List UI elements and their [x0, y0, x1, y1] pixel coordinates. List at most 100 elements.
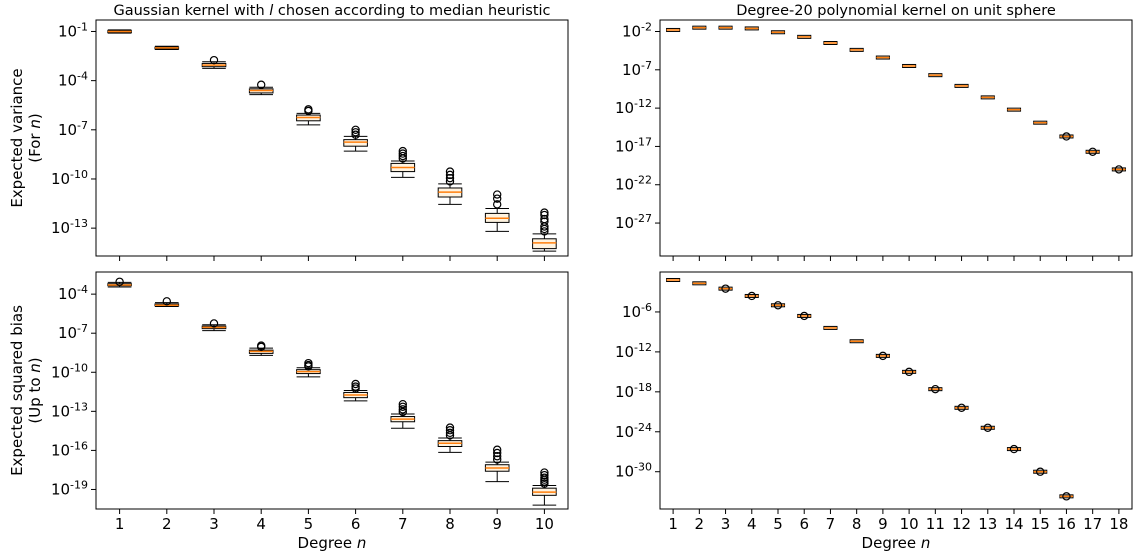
x-axis-label: Degree n [862, 534, 931, 552]
flier-point [1062, 132, 1071, 141]
flier-point [351, 379, 360, 389]
box-poly_var-5 [770, 30, 786, 35]
flier-point [445, 428, 455, 438]
xtick-label: 3 [721, 515, 731, 533]
xtick-label: 14 [1004, 515, 1023, 533]
ytick-label: 10-19 [51, 478, 88, 499]
box-poly_var-2 [692, 25, 707, 30]
xtick-label: 10 [900, 515, 919, 533]
xtick-label: 17 [1083, 515, 1102, 533]
box-poly_bias-5 [770, 301, 786, 310]
box-poly_bias-16 [1059, 492, 1074, 501]
flier-point [445, 167, 455, 176]
xtick-label: 5 [304, 515, 314, 533]
flier-point [445, 431, 455, 440]
flier-point [351, 130, 360, 139]
y-axis-label: Expected variance [8, 68, 26, 207]
box-body [532, 238, 557, 250]
ytick-label: 10-1 [58, 20, 88, 41]
xtick-label: 2 [695, 515, 705, 533]
flier-point [493, 190, 502, 199]
panel-gauss_var: 10-1 10-4 10-7 10-10 10-13 Gaussian kernel wi… [8, 3, 569, 261]
panel-poly_var: 10-2 10-7 10-12 10-17 10-22 10-27 Degree-20 po… [615, 3, 1133, 261]
flier-point [904, 367, 914, 377]
xtick-label: 4 [747, 515, 757, 533]
ytick-label: 10-6 [622, 300, 652, 321]
xtick-label: 15 [1031, 515, 1050, 533]
box-poly_var-12 [954, 83, 969, 88]
flier-point [304, 358, 313, 368]
flier-point [540, 473, 549, 482]
flier-point [398, 399, 407, 409]
flier-point [398, 405, 407, 414]
plot-area [107, 29, 557, 252]
box-gauss_var-4 [248, 80, 274, 96]
box-gauss_var-7 [390, 146, 416, 178]
box-body [343, 139, 368, 147]
box-poly_var-1 [666, 27, 681, 32]
flier-point [540, 217, 549, 226]
box-poly_bias-8 [849, 339, 864, 344]
box-poly_var-6 [797, 34, 812, 39]
box-gauss_var-1 [107, 29, 132, 34]
y-axis-label: Expected squared bias [8, 305, 26, 476]
flier-point [1036, 467, 1045, 476]
flier-point [540, 468, 549, 477]
box-poly_bias-11 [928, 384, 943, 394]
box-poly_bias-10 [902, 367, 917, 377]
box-gauss_var-2 [154, 45, 180, 50]
box-gauss_var-8 [437, 167, 463, 205]
ytick-label: 10-2 [622, 20, 652, 41]
box-gauss_bias-5 [296, 358, 321, 378]
flier-point [304, 105, 313, 114]
xtick-label: 12 [952, 515, 971, 533]
flier-point [162, 297, 171, 306]
flier-point [445, 177, 455, 186]
box-poly_bias-14 [1006, 444, 1022, 454]
flier-point [800, 311, 809, 321]
box-gauss_bias-7 [390, 399, 416, 429]
flier-point [398, 146, 407, 156]
flier-point [773, 301, 783, 310]
axes-frame [659, 271, 1133, 510]
ytick-label: 10-4 [58, 283, 88, 304]
flier-point [540, 210, 549, 220]
flier-point [398, 151, 407, 161]
box-gauss_bias-6 [343, 379, 368, 402]
axes-frame [659, 19, 1133, 257]
flier-point [878, 351, 888, 361]
flier-point [209, 319, 219, 328]
xtick-label: 9 [878, 515, 888, 533]
xtick-label: 3 [209, 515, 219, 533]
ytick-label: 10-12 [615, 340, 652, 361]
flier-point [493, 452, 502, 461]
xtick-label: 10 [535, 515, 554, 533]
xtick-label: 16 [1057, 515, 1076, 533]
xtick-label: 9 [492, 515, 502, 533]
ytick-label: 10-22 [615, 173, 652, 194]
flier-point [445, 173, 455, 183]
box-poly_var-4 [744, 26, 759, 31]
box-gauss_bias-2 [154, 297, 180, 308]
box-gauss_bias-1 [107, 277, 132, 288]
xtick-label: 13 [978, 515, 997, 533]
box-poly_bias-6 [797, 311, 812, 321]
xtick-label: 1 [115, 515, 125, 533]
box-poly_bias-13 [980, 423, 995, 432]
box-poly_bias-2 [692, 281, 707, 286]
box-poly_bias-4 [744, 291, 759, 301]
flier-point [540, 227, 549, 236]
flier-point [257, 80, 266, 89]
xtick-label: 6 [351, 515, 361, 533]
box-poly_var-17 [1085, 147, 1100, 156]
ytick-label: 10-16 [51, 439, 88, 460]
box-gauss_var-6 [343, 125, 368, 152]
box-gauss_var-3 [201, 55, 227, 69]
flier-point [257, 341, 266, 350]
ytick-label: 10-10 [51, 361, 88, 382]
box-poly_bias-3 [718, 284, 733, 293]
xtick-label: 1 [668, 515, 678, 533]
xtick-label: 2 [162, 515, 172, 533]
ytick-label: 10-10 [51, 167, 88, 188]
